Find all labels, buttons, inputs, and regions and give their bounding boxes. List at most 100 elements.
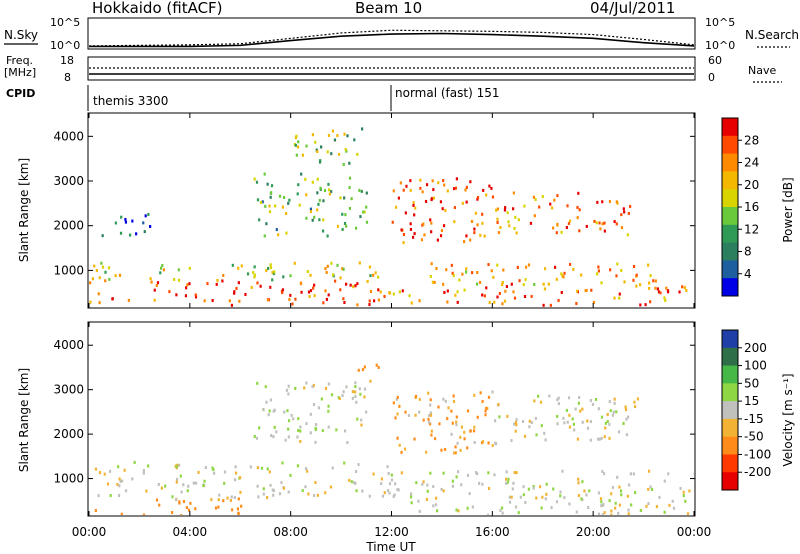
heatmap-cell: [456, 441, 459, 445]
heatmap-cell: [296, 435, 299, 439]
freq-tick-top: 18: [60, 54, 74, 67]
heatmap-cell: [682, 494, 685, 498]
colorbar-swatch: [722, 189, 738, 208]
heatmap-cell: [286, 409, 289, 413]
heatmap-cell: [666, 289, 670, 293]
heatmap-cell: [387, 472, 390, 476]
power-colorbar-label: Power [dB]: [781, 177, 795, 242]
heatmap-cell: [498, 415, 501, 419]
heatmap-cell: [629, 472, 632, 476]
heatmap-cell: [487, 471, 490, 475]
heatmap-cell: [513, 296, 517, 300]
heatmap-cell: [320, 145, 323, 149]
heatmap-cell: [469, 180, 472, 184]
heatmap-cell: [326, 234, 329, 238]
heatmap-cell: [430, 433, 433, 437]
heatmap-cell: [355, 226, 358, 230]
range-tick-label: 4000: [53, 338, 84, 352]
heatmap-cell: [149, 277, 152, 281]
heatmap-cell: [616, 475, 619, 479]
heatmap-cell: [297, 417, 300, 421]
heatmap-cell: [377, 288, 380, 292]
heatmap-cell: [214, 506, 218, 510]
heatmap-cell: [215, 282, 218, 286]
heatmap-cell: [413, 232, 416, 236]
heatmap-cell: [466, 446, 469, 450]
heatmap-cell: [418, 299, 421, 303]
heatmap-cell: [131, 219, 134, 223]
heatmap-cell: [314, 440, 317, 444]
heatmap-cell: [337, 152, 341, 156]
heatmap-cell: [345, 282, 348, 286]
heatmap-cell: [568, 502, 571, 506]
heatmap-cell: [342, 162, 345, 166]
heatmap-cell: [647, 286, 651, 290]
heatmap-cell: [533, 282, 536, 286]
heatmap-cell: [180, 490, 183, 494]
heatmap-cell: [426, 489, 429, 493]
heatmap-cell: [128, 233, 132, 237]
heatmap-cell: [610, 513, 613, 515]
heatmap-cell: [459, 435, 462, 439]
heatmap-cell: [189, 501, 192, 505]
heatmap-cell: [155, 284, 158, 288]
heatmap-cell: [547, 282, 550, 286]
heatmap-cell: [118, 477, 121, 481]
heatmap-cell: [481, 399, 484, 403]
colorbar-tick-label: -15: [744, 412, 764, 426]
heatmap-cell: [392, 292, 395, 296]
heatmap-cell: [652, 279, 655, 283]
heatmap-cell: [590, 288, 593, 292]
colorbar-swatch: [722, 260, 738, 279]
freq-unit-label: [MHz]: [4, 66, 36, 79]
heatmap-cell: [517, 218, 520, 222]
heatmap-cell: [422, 222, 425, 226]
heatmap-cell: [322, 218, 325, 222]
heatmap-cell: [305, 144, 308, 148]
heatmap-cell: [297, 428, 300, 432]
heatmap-cell: [233, 496, 236, 500]
heatmap-cell: [550, 506, 553, 510]
heatmap-cell: [487, 263, 490, 267]
heatmap-cell: [185, 286, 188, 290]
heatmap-cell: [565, 408, 569, 412]
heatmap-cell: [361, 127, 364, 131]
colorbar-swatch: [722, 418, 738, 438]
heatmap-cell: [240, 504, 243, 508]
heatmap-cell: [397, 196, 401, 200]
heatmap-cell: [587, 506, 590, 510]
heatmap-cell: [445, 268, 448, 272]
heatmap-cell: [269, 285, 272, 289]
heatmap-cell: [611, 485, 615, 489]
heatmap-cell: [663, 479, 666, 483]
heatmap-cell: [460, 425, 464, 429]
heatmap-cell: [647, 487, 650, 491]
heatmap-cell: [601, 200, 604, 204]
heatmap-cell: [287, 435, 290, 439]
heatmap-cell: [305, 381, 308, 385]
heatmap-cell: [256, 484, 259, 488]
heatmap-cell: [324, 386, 328, 390]
heatmap-cell: [346, 441, 349, 445]
heatmap-cell: [294, 386, 297, 390]
heatmap-cell: [475, 472, 479, 476]
heatmap-cell: [175, 480, 178, 484]
heatmap-cell: [354, 381, 357, 385]
heatmap-cell: [451, 479, 455, 483]
heatmap-cell: [465, 234, 468, 238]
heatmap-cell: [188, 282, 191, 286]
power-range-axis-label: Slant Range [km]: [17, 158, 31, 262]
heatmap-cell: [253, 177, 256, 181]
heatmap-cell: [576, 205, 579, 209]
heatmap-cell: [639, 303, 642, 307]
heatmap-cell: [655, 505, 659, 509]
heatmap-cell: [616, 262, 619, 266]
heatmap-cell: [468, 492, 471, 496]
heatmap-cell: [435, 496, 438, 500]
heatmap-cell: [446, 300, 449, 304]
heatmap-cell: [156, 281, 160, 285]
heatmap-cell: [657, 290, 661, 294]
range-tick-label: 2000: [53, 219, 84, 233]
heatmap-cell: [600, 504, 603, 508]
heatmap-cell: [309, 210, 313, 214]
